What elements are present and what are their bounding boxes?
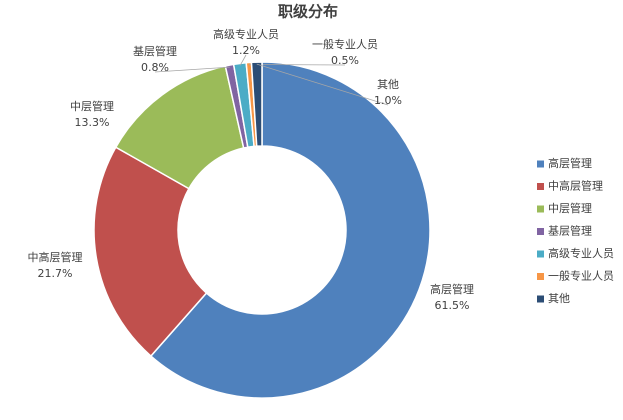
legend-swatch	[537, 250, 544, 258]
legend-swatch	[537, 183, 544, 190]
slice-label: 中层管理	[70, 99, 114, 113]
legend-label: 一般专业人员	[548, 269, 614, 283]
legend-label: 其他	[548, 292, 570, 305]
slice-value: 1.0%	[374, 94, 402, 107]
donut-slice	[250, 61, 263, 147]
leader-line	[239, 54, 247, 66]
legend-swatch	[537, 228, 544, 235]
slice-value: 61.5%	[435, 299, 470, 312]
slice-value: 21.7%	[38, 267, 73, 280]
slice-label: 一般专业人员	[312, 37, 378, 51]
slice-value: 0.8%	[141, 61, 169, 74]
legend-swatch	[537, 205, 544, 213]
legend-label: 基层管理	[548, 224, 592, 238]
legend-label: 高级专业人员	[548, 246, 614, 260]
donut-slice	[93, 146, 208, 358]
slice-label: 基层管理	[133, 44, 177, 58]
legend-label: 高层管理	[548, 156, 592, 170]
slice-label: 中高层管理	[28, 250, 83, 264]
legend-label: 中高层管理	[548, 179, 603, 193]
donut-slice	[149, 61, 431, 399]
chart-title: 职级分布	[278, 3, 338, 21]
legend-swatch	[537, 295, 544, 303]
slice-value: 0.5%	[331, 54, 359, 67]
slice-value: 13.3%	[75, 116, 110, 129]
slice-label: 高级专业人员	[213, 27, 279, 41]
legend-swatch	[537, 273, 544, 280]
legend-label: 中层管理	[548, 201, 592, 215]
leader-line	[256, 63, 389, 106]
slice-label: 其他	[377, 78, 399, 91]
slice-value: 1.2%	[232, 44, 260, 57]
legend-swatch	[537, 160, 544, 168]
leader-line	[154, 66, 230, 73]
slice-label: 高层管理	[430, 282, 474, 296]
